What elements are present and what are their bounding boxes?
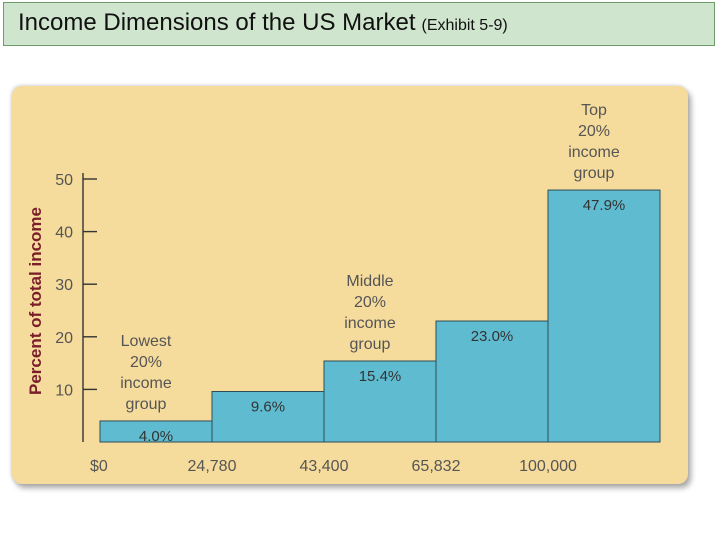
- bar: [323, 360, 437, 443]
- annotation-line: 20%: [354, 294, 386, 311]
- bar: [547, 189, 661, 443]
- chart-panel: Percent of total income 10 20 30 40 50 4.0% 9…: [12, 86, 688, 484]
- y-axis-ticks: 10 20 30 40 50: [55, 172, 97, 399]
- bar-value-label: 9.6%: [251, 399, 285, 416]
- annotation-line: income: [568, 144, 620, 161]
- bar-value-label: 15.4%: [359, 368, 402, 385]
- bar-annotation: Lowest 20% income group: [120, 333, 172, 413]
- slide-subtitle: (Exhibit 5-9): [421, 17, 508, 34]
- bar: [211, 391, 325, 443]
- annotation-line: Top: [581, 102, 607, 119]
- annotation-line: group: [350, 336, 391, 353]
- income-bar-chart: Percent of total income 10 20 30 40 50 4.0% 9…: [26, 102, 661, 475]
- bar-value-label: 47.9%: [583, 197, 626, 214]
- y-axis-label: Percent of total income: [26, 207, 45, 395]
- x-tick-label: $0: [90, 458, 108, 475]
- y-tick-label: 20: [55, 330, 73, 347]
- bar-value-label: 4.0%: [139, 428, 173, 445]
- annotations: Lowest 20% income group Middle 20% income group…: [120, 102, 620, 413]
- x-tick-label: 24,780: [188, 458, 237, 475]
- x-axis-labels: $0 24,780 43,400 65,832 100,000: [90, 458, 577, 475]
- annotation-line: group: [574, 165, 615, 182]
- slide-title: Income Dimensions of the US Market: [18, 9, 416, 36]
- x-tick-label: 100,000: [519, 458, 577, 475]
- title-banner: Income Dimensions of the US Market (Exhib…: [3, 2, 715, 46]
- annotation-line: income: [344, 315, 396, 332]
- annotation-line: Lowest: [121, 333, 172, 350]
- bar-value-label: 23.0%: [471, 328, 514, 345]
- bar: [435, 320, 549, 443]
- annotation-line: 20%: [130, 354, 162, 371]
- bars: [99, 189, 661, 443]
- bar-annotation: Middle 20% income group: [344, 273, 396, 353]
- value-labels: 4.0% 9.6% 15.4% 23.0% 47.9%: [139, 197, 625, 445]
- annotation-line: Middle: [346, 273, 393, 290]
- y-tick-label: 30: [55, 277, 73, 294]
- annotation-line: income: [120, 375, 172, 392]
- y-tick-label: 50: [55, 172, 73, 189]
- annotation-line: 20%: [578, 123, 610, 140]
- bar-annotation: Top 20% income group: [568, 102, 620, 182]
- x-tick-label: 43,400: [300, 458, 349, 475]
- y-tick-label: 10: [55, 382, 73, 399]
- annotation-line: group: [126, 396, 167, 413]
- x-tick-label: 65,832: [412, 458, 461, 475]
- y-tick-label: 40: [55, 225, 73, 242]
